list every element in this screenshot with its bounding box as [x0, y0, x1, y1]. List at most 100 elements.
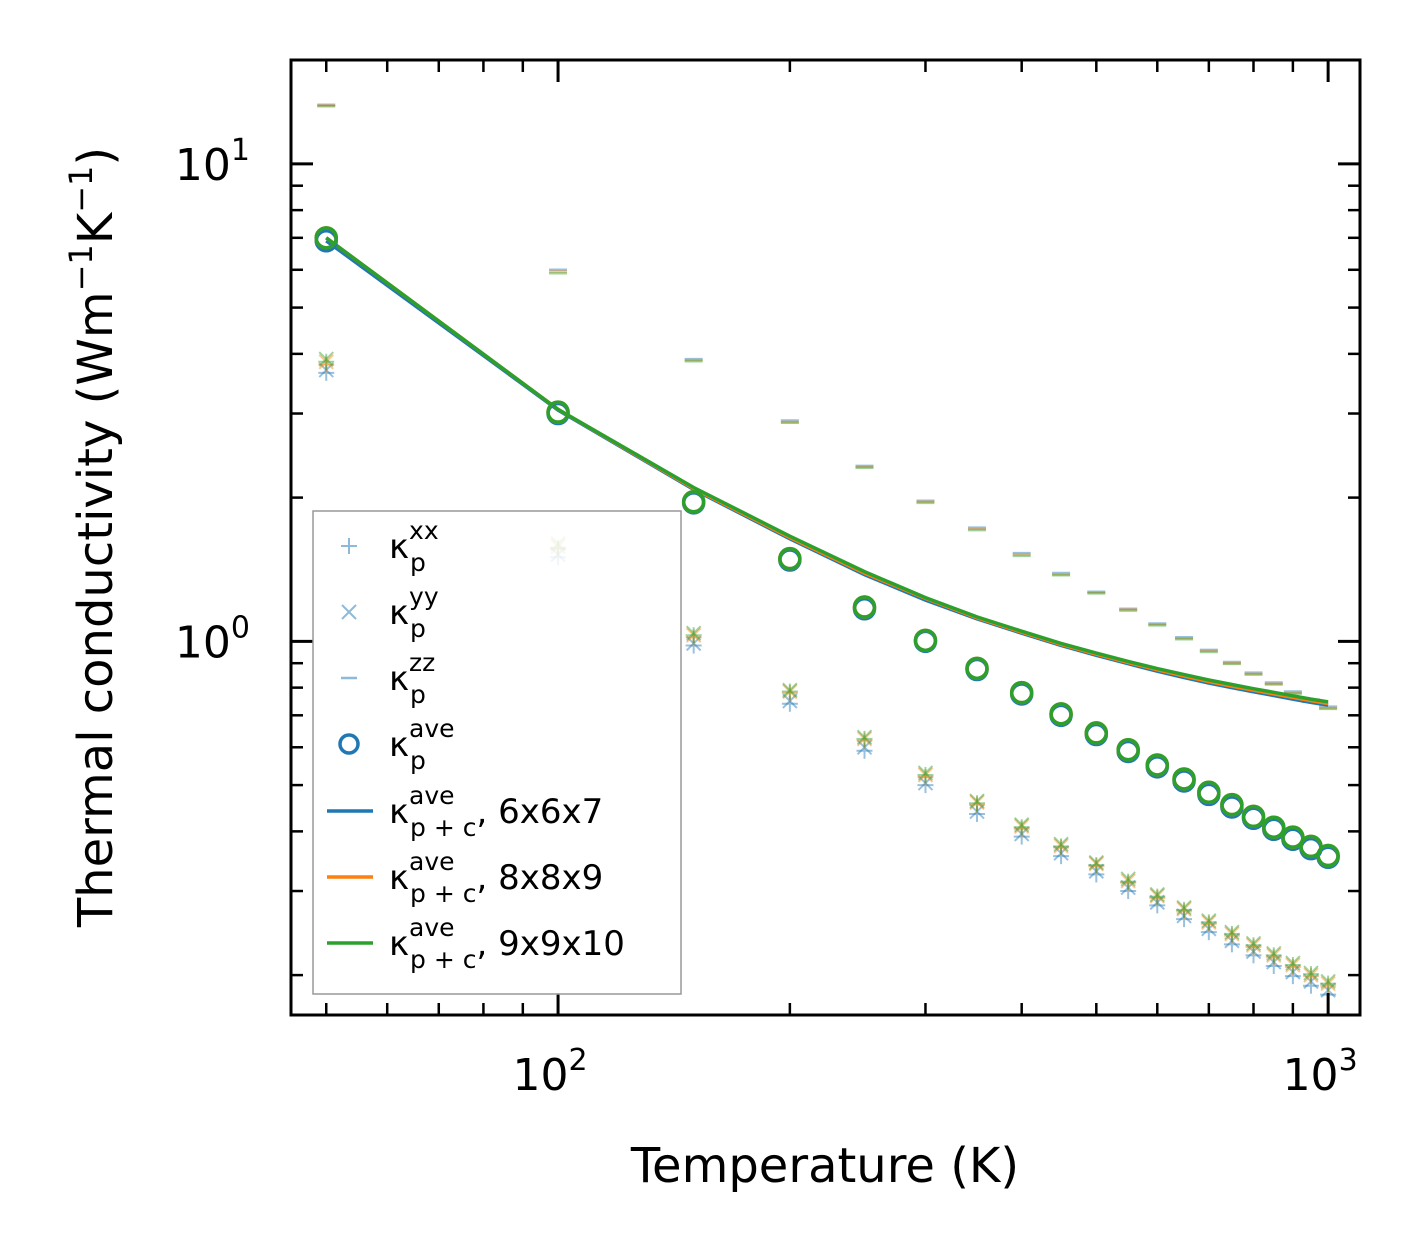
legend-label: κyy p [389, 582, 439, 643]
marker-x-b [1201, 912, 1217, 929]
marker-kappa-yy-950 [1303, 973, 1319, 990]
marker-kappa-yy-700 [1201, 914, 1217, 931]
marker-x-b [1013, 826, 1030, 842]
legend-subscript: p [410, 746, 426, 775]
marker-x-a [1201, 921, 1217, 937]
marker-kappa-xx-950 [1302, 977, 1319, 994]
marker-x-b [1176, 899, 1192, 916]
legend-item-5: κave p + c, 8x8x9 [327, 847, 603, 908]
marker-x-a [1303, 967, 1319, 983]
marker-x-a [1149, 888, 1165, 904]
marker-x-a [917, 767, 934, 783]
marker-kappa-yy-900 [1285, 964, 1301, 980]
marker-kappa-ave-850 [1262, 815, 1286, 840]
marker-kappa-yy-900 [1285, 957, 1301, 973]
marker-kappa-ave-700 [1197, 780, 1221, 805]
marker-kappa-yy-750 [1224, 926, 1240, 942]
marker-x-a [1120, 879, 1136, 896]
marker-x-a [1224, 933, 1240, 949]
marker-kappa-xx-350 [969, 795, 986, 812]
marker-kappa-yy-400 [1013, 817, 1030, 833]
marker-x-a [856, 729, 873, 745]
marker-x-a [1176, 908, 1192, 924]
marker-kappa-ave-900 [1281, 825, 1305, 849]
legend-superscript: ave [409, 781, 455, 810]
marker-x-b [917, 775, 934, 791]
marker-x-b [1320, 975, 1336, 992]
marker-x-b [1120, 871, 1136, 887]
legend-label: κave p [389, 714, 455, 775]
marker-kappa-xx-500 [1088, 857, 1105, 874]
marker-kappa-xx-950 [1302, 968, 1319, 985]
marker-x-b [1201, 921, 1217, 937]
marker-kappa-xx-300 [917, 768, 934, 785]
marker-x-b [1149, 886, 1165, 903]
legend-symbol: κ [389, 725, 409, 765]
marker-x-a [1266, 954, 1282, 970]
x-tick-label-exp: 3 [1339, 1043, 1358, 1078]
marker-kappa-yy-750 [1224, 924, 1240, 940]
marker-kappa-yy-250 [856, 739, 873, 755]
marker-kappa-yy-150 [685, 635, 702, 652]
marker-x-a [1120, 871, 1136, 887]
legend-suffix: , 6x6x7 [476, 792, 603, 832]
marker-x-b [1285, 955, 1301, 971]
legend-marker-plus [341, 538, 357, 554]
marker-kappa-xx-400 [1013, 819, 1030, 836]
y-axis-label-main: Thermal conductivity (Wm [68, 291, 124, 928]
marker-kappa-yy-50 [318, 351, 334, 367]
marker-kappa-xx-1000 [1320, 975, 1337, 992]
marker-x-a [1266, 947, 1282, 964]
marker-x-a [1053, 845, 1069, 861]
legend-superscript: zz [409, 648, 435, 677]
legend-label: κave p + c, 6x6x7 [389, 781, 603, 842]
marker-kappa-xx-450 [1053, 838, 1070, 855]
marker-kappa-xx-750 [1223, 925, 1240, 942]
marker-x-b [1120, 879, 1136, 896]
marker-x-a [685, 627, 702, 643]
marker-kappa-yy-150 [685, 627, 702, 643]
marker-x-a [1149, 886, 1165, 903]
y-axis-label-sup2: −1 [62, 166, 100, 213]
legend-subscript: p + c [410, 813, 476, 842]
marker-kappa-yy-700 [1201, 912, 1217, 929]
marker-kappa-xx-700 [1200, 915, 1217, 932]
legend-marker-x [341, 604, 357, 620]
marker-kappa-xx-700 [1200, 924, 1217, 941]
marker-kappa-xx-200 [781, 684, 798, 701]
legend-suffix: , 9x9x10 [476, 924, 624, 964]
marker-x-b [1285, 964, 1301, 980]
marker-kappa-xx-850 [1265, 949, 1282, 966]
marker-x-b [1053, 836, 1069, 852]
marker-kappa-yy-800 [1245, 935, 1262, 952]
marker-x-a [969, 793, 985, 809]
marker-kappa-xx-750 [1223, 936, 1240, 953]
legend-superscript: ave [409, 913, 455, 942]
marker-kappa-xx-900 [1284, 956, 1301, 973]
marker-x-b [1088, 856, 1105, 872]
marker-kappa-xx-200 [781, 683, 798, 700]
marker-x-b [1285, 957, 1301, 973]
marker-x-a [1285, 957, 1301, 973]
marker-x-b [1320, 982, 1336, 998]
marker-kappa-ave-50 [314, 226, 338, 250]
marker-kappa-yy-850 [1266, 945, 1282, 962]
marker-x-a [1053, 838, 1069, 854]
legend-subscript: p [410, 548, 426, 577]
marker-kappa-yy-700 [1201, 921, 1217, 937]
marker-x-a [1088, 856, 1105, 872]
marker-kappa-yy-450 [1053, 845, 1069, 861]
marker-kappa-yy-200 [782, 682, 798, 698]
marker-kappa-ave-650 [1172, 767, 1196, 791]
marker-kappa-xx-50 [318, 364, 335, 381]
marker-x-b [1266, 947, 1282, 964]
marker-kappa-xx-500 [1088, 858, 1105, 875]
x-tick-label: 103 [1283, 1043, 1358, 1101]
marker-kappa-xx-250 [856, 732, 873, 749]
marker-x-b [969, 793, 985, 809]
series-9x9x10 [317, 105, 1338, 992]
marker-kappa-xx-400 [1013, 820, 1030, 837]
